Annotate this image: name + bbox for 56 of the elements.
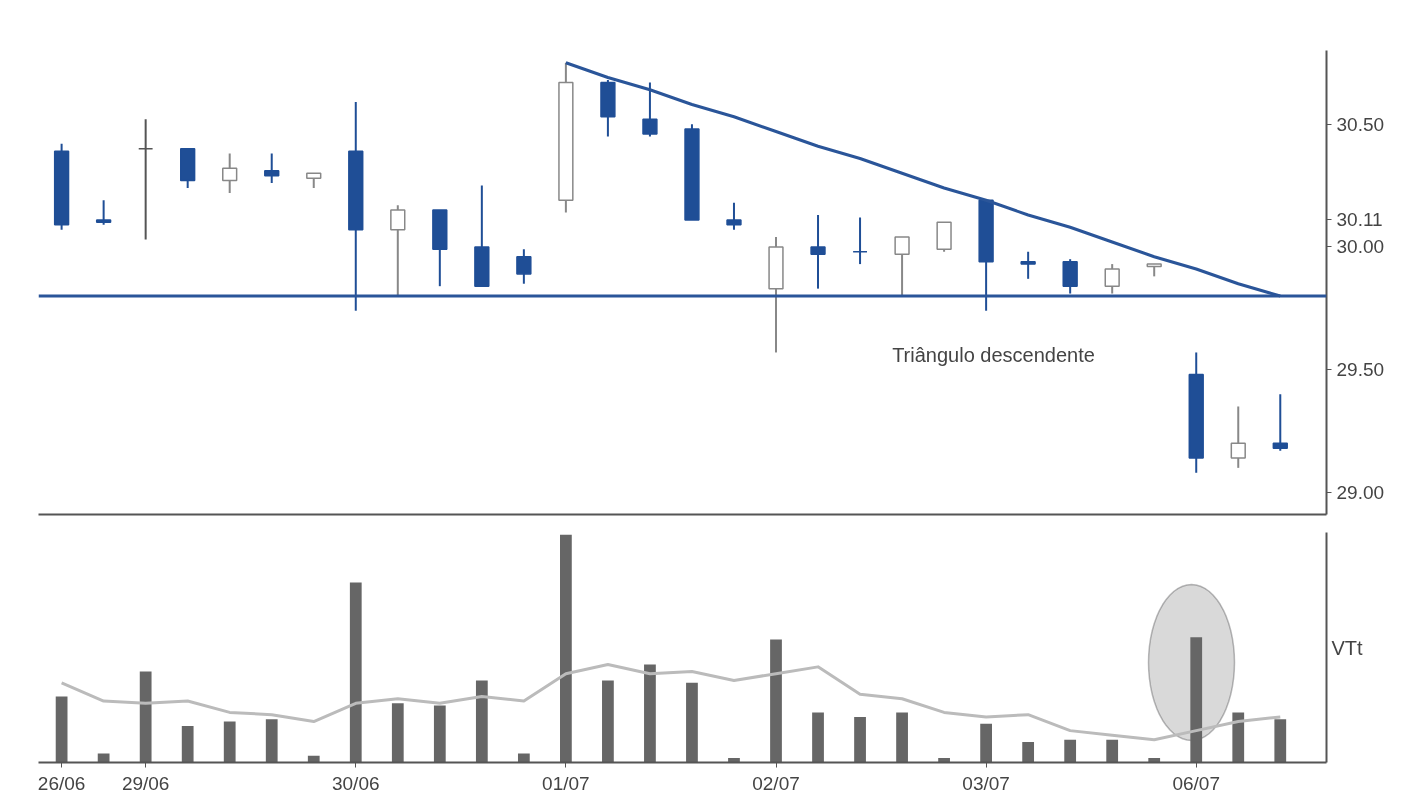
candlestick (642, 81, 658, 138)
x-tick-label: 01/07 (542, 772, 590, 794)
bar (770, 639, 782, 763)
y-tick-label: 30.11 (1336, 209, 1383, 231)
x-tick-label: 26/06 (37, 772, 86, 794)
candlestick (264, 152, 280, 185)
bar (686, 682, 698, 763)
x-tick-label: 06/07 (1172, 772, 1220, 794)
bar (812, 712, 824, 763)
bar (223, 721, 236, 763)
candlestick (726, 201, 742, 231)
annotation: Triângulo descendente (892, 343, 1095, 366)
candlestick (810, 213, 826, 290)
y-tick-label: 30.00 (1336, 236, 1385, 258)
bar (1274, 719, 1287, 763)
bar (1190, 637, 1203, 763)
bar (644, 664, 656, 763)
bar (896, 712, 908, 763)
bar (517, 753, 530, 763)
bar (475, 680, 488, 763)
candlestick (222, 152, 238, 194)
candlestick (894, 236, 910, 297)
candlestick (1020, 250, 1036, 280)
bar (181, 726, 194, 763)
bar (433, 705, 446, 763)
y-axis-title: VTt (1331, 636, 1364, 659)
bar (349, 582, 362, 763)
bar (1106, 739, 1119, 763)
candlestick (1230, 405, 1246, 469)
x-tick-label: 30/06 (332, 772, 380, 794)
candlestick (516, 248, 532, 285)
y-tick-label: 29.50 (1336, 359, 1385, 381)
bar (139, 671, 152, 763)
bar (602, 680, 614, 763)
bar (560, 534, 572, 763)
candlestick (1272, 393, 1288, 452)
x-tick-label: 02/07 (752, 772, 800, 794)
x-tick-label: 29/06 (121, 772, 170, 794)
bar (391, 703, 404, 763)
candlestick (95, 199, 112, 226)
bar (854, 716, 866, 763)
bar (55, 696, 68, 763)
bar (265, 719, 278, 763)
y-tick-label: 30.50 (1336, 113, 1385, 135)
bar (1022, 742, 1035, 763)
candlestick (390, 204, 406, 297)
x-tick-label: 03/07 (962, 772, 1010, 794)
bar (1232, 712, 1245, 763)
candlestick (1104, 263, 1120, 295)
y-tick-label: 29.00 (1336, 481, 1385, 503)
bar (97, 753, 110, 763)
bar (307, 755, 320, 763)
candlestick (852, 216, 868, 266)
bar (980, 723, 992, 763)
candlestick (137, 118, 154, 241)
bar (1064, 739, 1077, 763)
